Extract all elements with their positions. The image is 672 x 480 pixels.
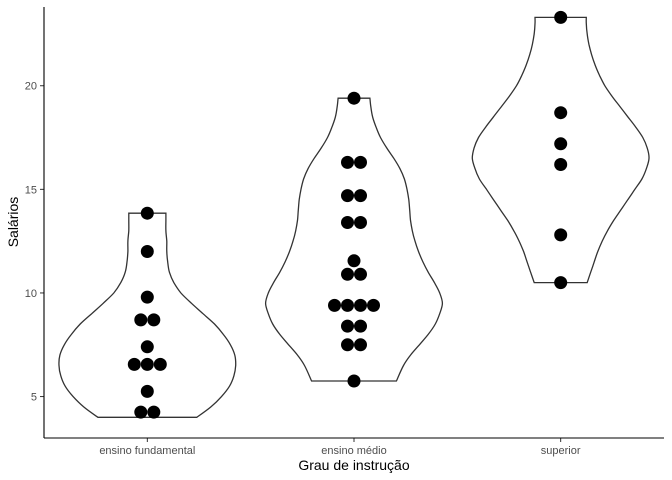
data-point bbox=[354, 155, 367, 169]
data-point bbox=[354, 267, 367, 281]
data-point bbox=[134, 405, 148, 419]
y-axis-ticks: 5 10 15 20 bbox=[25, 81, 44, 404]
data-point bbox=[127, 357, 141, 371]
x-axis-title: Grau de instrução bbox=[298, 457, 409, 473]
y-tick-label: 15 bbox=[25, 184, 37, 196]
data-point bbox=[147, 313, 161, 327]
data-point bbox=[140, 290, 154, 304]
data-point bbox=[140, 340, 154, 354]
data-point bbox=[554, 228, 568, 242]
y-tick-label: 5 bbox=[31, 392, 37, 404]
data-point bbox=[347, 254, 361, 268]
data-point bbox=[341, 216, 354, 229]
data-point bbox=[367, 298, 380, 312]
data-point bbox=[140, 357, 154, 371]
x-tick-label: ensino médio bbox=[321, 445, 386, 457]
data-point bbox=[140, 245, 154, 258]
data-point bbox=[354, 319, 367, 333]
data-point bbox=[341, 298, 354, 312]
data-point bbox=[341, 155, 354, 169]
data-point bbox=[554, 276, 568, 290]
data-point bbox=[347, 374, 361, 388]
data-point bbox=[354, 338, 367, 352]
y-axis-title: Salários bbox=[5, 197, 21, 248]
y-tick-label: 10 bbox=[25, 288, 37, 300]
data-point bbox=[341, 338, 354, 352]
data-point bbox=[341, 189, 354, 203]
data-point bbox=[554, 158, 568, 171]
data-point bbox=[554, 137, 568, 151]
x-axis-ticks: ensino fundamental ensino médio superior bbox=[99, 438, 581, 457]
data-point bbox=[341, 319, 354, 333]
data-point bbox=[134, 313, 148, 327]
data-point bbox=[140, 206, 154, 220]
x-tick-label: superior bbox=[541, 445, 581, 457]
data-point bbox=[354, 189, 367, 203]
x-tick-label: ensino fundamental bbox=[99, 445, 195, 457]
data-point bbox=[354, 298, 367, 312]
data-point bbox=[554, 10, 568, 24]
dots-layer bbox=[127, 10, 568, 419]
violin-1 bbox=[58, 212, 237, 418]
y-tick-label: 20 bbox=[25, 81, 37, 93]
data-point bbox=[347, 91, 361, 105]
data-point bbox=[554, 106, 568, 120]
violin-2 bbox=[264, 97, 444, 382]
data-point bbox=[328, 298, 341, 312]
data-point bbox=[140, 384, 154, 398]
data-point bbox=[354, 216, 367, 229]
data-point bbox=[153, 357, 167, 371]
data-point bbox=[147, 405, 161, 419]
data-point bbox=[341, 267, 354, 281]
